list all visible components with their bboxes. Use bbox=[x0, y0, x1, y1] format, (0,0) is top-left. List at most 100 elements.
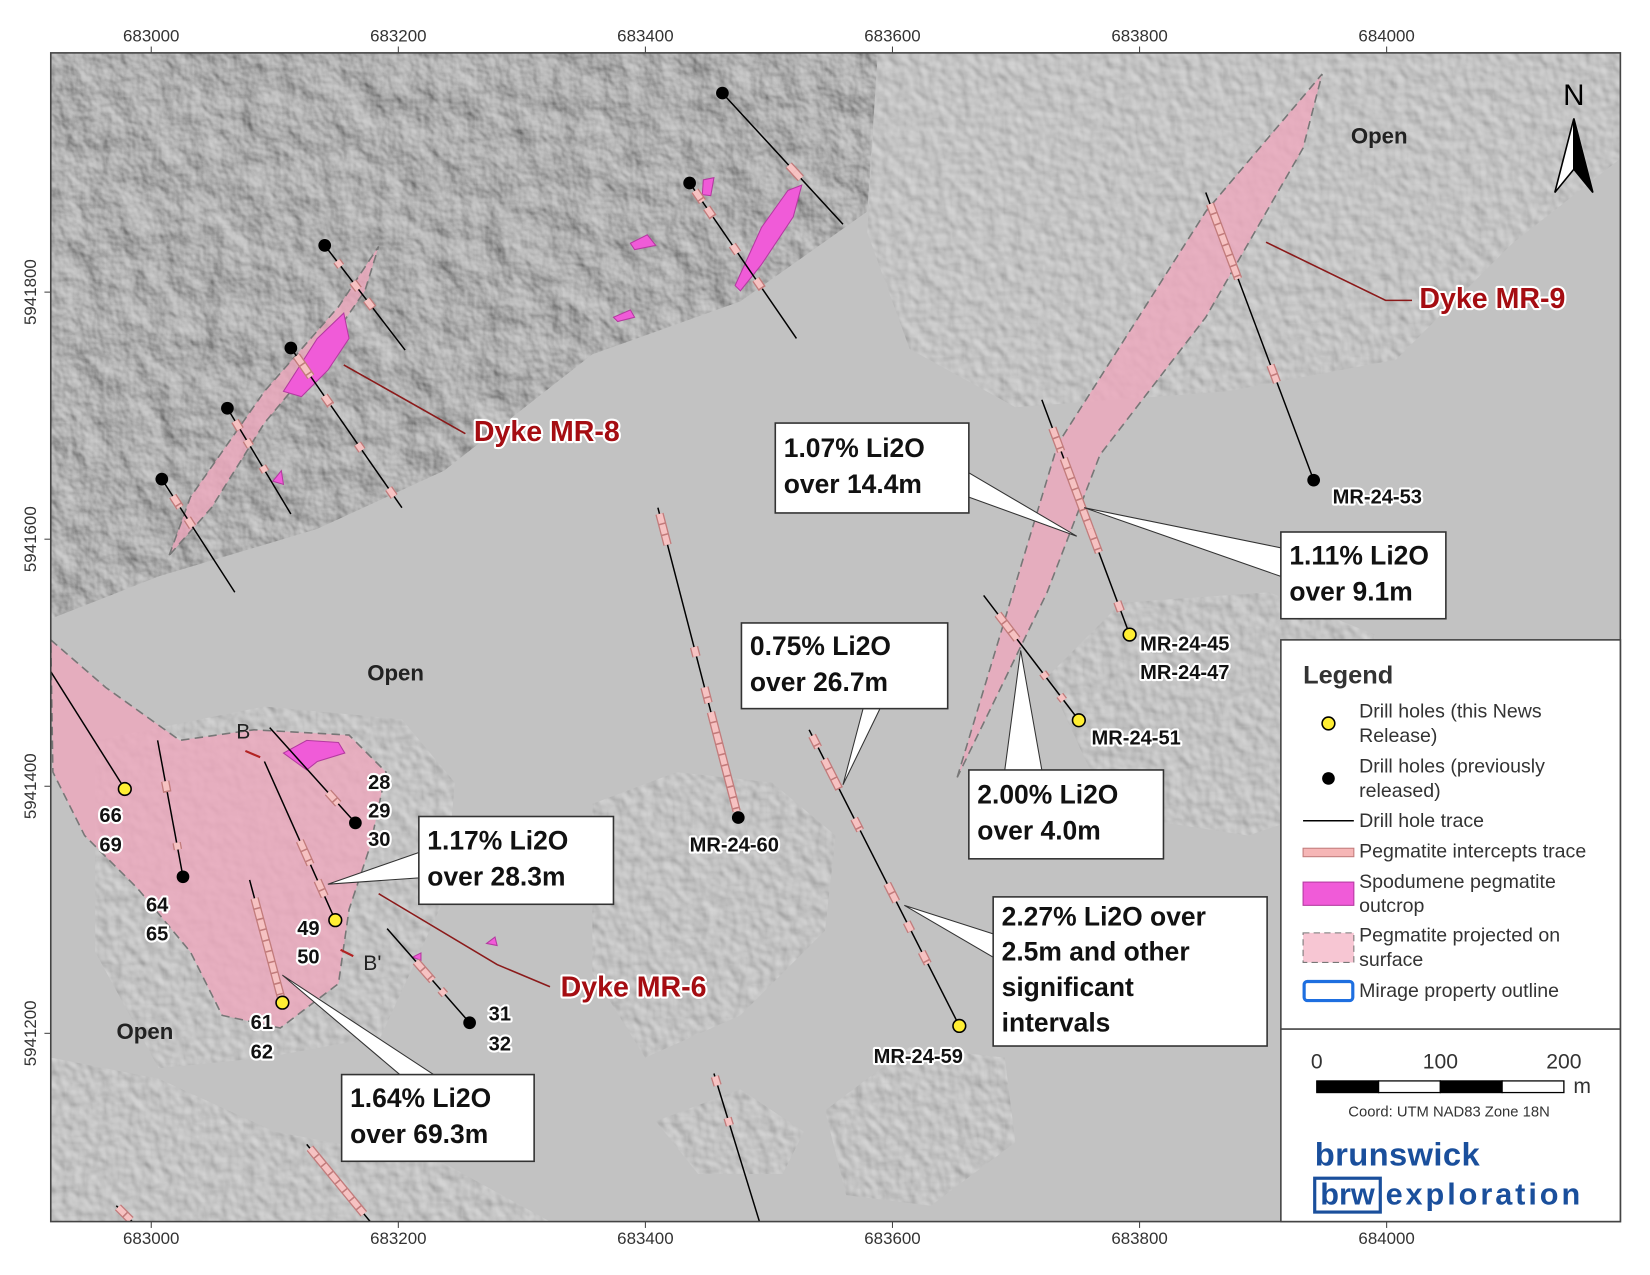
intercept bbox=[259, 464, 268, 474]
callout-text: significant bbox=[1002, 972, 1134, 1002]
drill-hole-new bbox=[275, 995, 290, 1010]
callout-text: 1.17% Li2O bbox=[427, 825, 568, 855]
intercept bbox=[364, 298, 376, 310]
y-tick-label: 5941800 bbox=[21, 259, 40, 325]
y-tick-label: 5941600 bbox=[21, 506, 40, 572]
x-tick-label: 683800 bbox=[1111, 1229, 1167, 1248]
intercept bbox=[243, 438, 253, 448]
x-tick-label: 684000 bbox=[1358, 1229, 1414, 1248]
y-tick-label: 5941400 bbox=[21, 753, 40, 819]
intercept bbox=[1061, 457, 1093, 530]
hole-label: 62 bbox=[251, 1042, 273, 1064]
legend-label: Mirage property outline bbox=[1359, 980, 1559, 1002]
x-tick-label: 683400 bbox=[617, 26, 673, 45]
section-end bbox=[244, 749, 261, 759]
area-label: Open bbox=[117, 1019, 174, 1044]
drill-hole-new bbox=[1071, 713, 1086, 728]
outcrop bbox=[734, 184, 803, 292]
intercept bbox=[307, 1146, 367, 1216]
intercept bbox=[692, 189, 705, 204]
hole-label: 64 bbox=[146, 895, 169, 917]
callout-text: 2.27% Li2O over bbox=[1002, 901, 1206, 931]
spodumene-outcrops bbox=[271, 177, 803, 962]
terrain-patch bbox=[50, 1057, 550, 1222]
intercept bbox=[792, 169, 803, 181]
intercept bbox=[162, 780, 171, 793]
x-tick-label: 683000 bbox=[123, 26, 179, 45]
legend-symbol bbox=[1321, 716, 1336, 731]
logo-badge: brw bbox=[1320, 1177, 1375, 1211]
intercept bbox=[321, 394, 334, 408]
intercept bbox=[753, 277, 765, 291]
legend-label: Pegmatite projected on bbox=[1359, 925, 1560, 947]
logo-bottom: exploration bbox=[1386, 1177, 1581, 1211]
drill-trace bbox=[156, 740, 184, 877]
section-label: B bbox=[236, 721, 250, 744]
scale-unit: m bbox=[1573, 1075, 1591, 1098]
y-tick-label: 5941200 bbox=[21, 1000, 40, 1066]
map-frame bbox=[49, 52, 1622, 1223]
legend-symbol bbox=[1322, 772, 1335, 785]
intercept bbox=[704, 206, 716, 219]
callout-text: over 26.7m bbox=[750, 667, 888, 697]
intercept bbox=[314, 879, 328, 898]
dyke-label: Dyke MR-6 bbox=[561, 971, 707, 1003]
outcrop bbox=[629, 234, 657, 251]
drill-hole-previous bbox=[463, 1016, 476, 1030]
drill-trace bbox=[269, 727, 356, 824]
legend-label: Drill holes (previously bbox=[1359, 755, 1545, 777]
intercept bbox=[809, 734, 821, 749]
section-label: B' bbox=[363, 952, 381, 975]
legend-label: surface bbox=[1359, 949, 1423, 971]
hole-label: 61 bbox=[251, 1012, 273, 1034]
intercept bbox=[691, 646, 700, 658]
drill-hole-previous bbox=[221, 401, 234, 415]
leader-line bbox=[343, 364, 466, 435]
section-line-ends bbox=[244, 749, 354, 958]
callout-text: 1.64% Li2O bbox=[350, 1083, 491, 1113]
callout-box bbox=[740, 622, 949, 710]
leader-line bbox=[378, 893, 551, 988]
logo-top: brunswick bbox=[1315, 1136, 1481, 1173]
hole-label: 32 bbox=[489, 1033, 511, 1055]
intercept bbox=[708, 711, 740, 813]
x-tick-label: 683200 bbox=[370, 1229, 426, 1248]
callout-text: 2.5m and other bbox=[1002, 937, 1190, 967]
scale-segment bbox=[1439, 1080, 1503, 1094]
intercept bbox=[251, 897, 284, 998]
drill-trace bbox=[721, 92, 844, 225]
hole-label: MR-24-53 bbox=[1333, 486, 1422, 508]
intercept bbox=[1049, 426, 1064, 453]
x-tick-label: 683600 bbox=[864, 1229, 920, 1248]
callout-text: 2.00% Li2O bbox=[977, 779, 1118, 809]
callout-box bbox=[1280, 531, 1447, 620]
drill-hole-previous bbox=[318, 239, 332, 252]
logo-badge-box bbox=[1313, 1176, 1382, 1214]
intercept bbox=[1207, 202, 1241, 280]
dyke-label: Dyke MR-8 bbox=[474, 416, 620, 448]
terrain-patch bbox=[825, 1047, 1016, 1206]
drill-hole-previous bbox=[155, 472, 169, 486]
projected-pegmatite bbox=[168, 245, 380, 556]
intercept bbox=[1087, 527, 1102, 554]
intercept bbox=[1040, 671, 1049, 680]
hole-label: MR-24-51 bbox=[1092, 728, 1181, 750]
legend-label: Spodumene pegmatite bbox=[1359, 871, 1556, 893]
callout-box bbox=[968, 769, 1165, 860]
hole-label: 50 bbox=[297, 947, 319, 969]
callout-box bbox=[418, 815, 615, 906]
drill-hole-new bbox=[952, 1018, 967, 1034]
drill-hole-previous bbox=[284, 341, 298, 355]
intercept bbox=[786, 163, 800, 177]
callout-text: over 4.0m bbox=[977, 815, 1100, 845]
legend-label: released) bbox=[1359, 780, 1441, 802]
axes: 683000 683000 683200 683200 683400 683400 6836… bbox=[21, 26, 1415, 1248]
intercept bbox=[884, 882, 899, 903]
intercept bbox=[325, 790, 341, 806]
hole-label: MR-24-59 bbox=[874, 1046, 963, 1068]
intercept bbox=[350, 280, 361, 292]
terrain-ridge bbox=[50, 52, 878, 619]
drill-hole-previous bbox=[716, 86, 729, 100]
callout-box bbox=[340, 1073, 535, 1163]
